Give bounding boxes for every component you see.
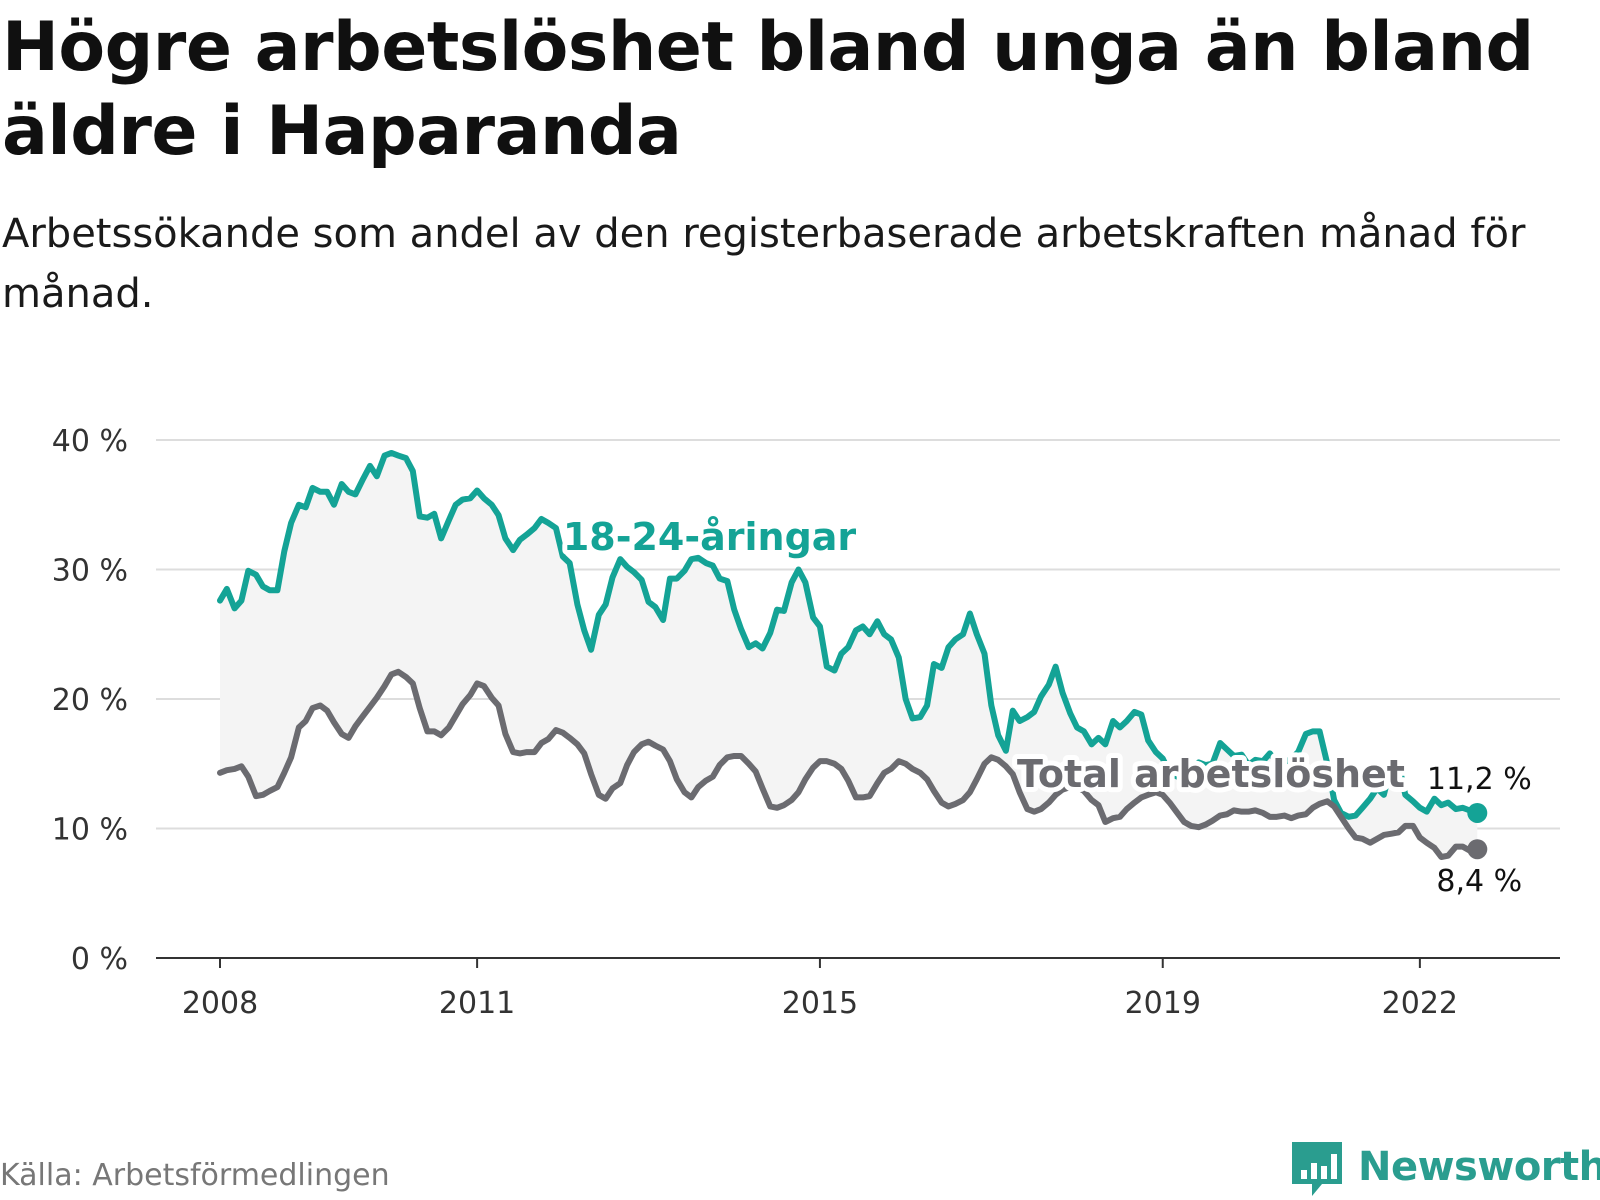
total-series-label: Total arbetslöshet [1017, 752, 1405, 796]
youth-end-marker [1467, 802, 1488, 823]
youth-series-label: 18-24-åringar [563, 515, 857, 559]
y-tick-label: 20 % [52, 683, 128, 718]
youth-end-value: 11,2 % [1427, 762, 1532, 797]
x-tick-label: 2015 [782, 986, 858, 1021]
axes: 0 % 10 % 20 % 30 % 40 % 2008 2011 2015 2019 2022 [52, 424, 1560, 1021]
x-tick-label: 2019 [1125, 986, 1201, 1021]
chart-subtitle: Arbetssökande som andel av den registerb… [2, 211, 1526, 317]
brand-logo[interactable]: Newsworthy [1290, 1140, 1600, 1200]
series-lines [217, 449, 1488, 860]
y-tick-label: 10 % [52, 813, 128, 848]
total-unemployment-line [217, 668, 1481, 860]
y-tick-label: 30 % [52, 554, 128, 589]
x-tick-label: 2022 [1382, 986, 1458, 1021]
total-end-marker [1467, 839, 1488, 860]
gap-band [220, 452, 1478, 857]
x-tick-label: 2008 [182, 986, 258, 1021]
y-tick-label: 0 % [71, 942, 128, 977]
total-end-value: 8,4 % [1436, 864, 1522, 899]
source-note: Källa: Arbetsförmedlingen [0, 1158, 390, 1193]
gap-area [220, 452, 1478, 857]
brand-name: Newsworthy [1358, 1144, 1600, 1190]
series-labels: 11,2 % 8,4 % 18-24-åringar Total arbetslösh… [558, 510, 1532, 899]
y-tick-label: 40 % [52, 424, 128, 459]
x-tick-label: 2011 [439, 986, 515, 1021]
youth-unemployment-line [217, 449, 1481, 820]
chart-title: Högre arbetslöshet bland unga än bland ä… [2, 8, 1534, 171]
bar-chart-speech-bubble-icon [1292, 1142, 1342, 1196]
